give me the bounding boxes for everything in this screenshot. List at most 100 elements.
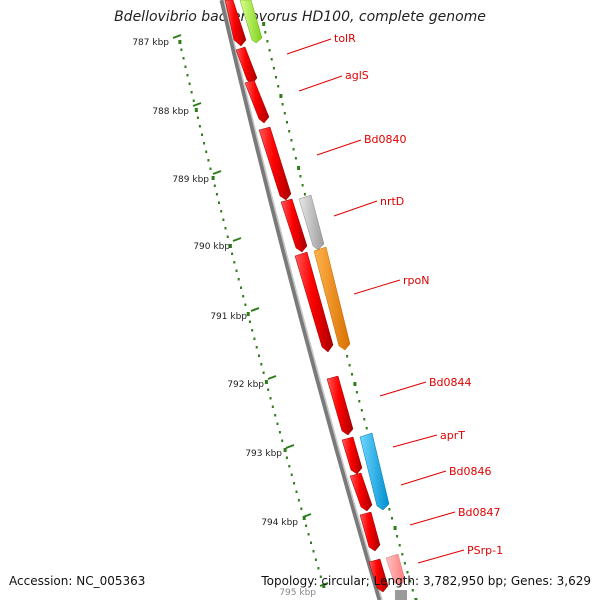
outer-ring-dot [290, 139, 293, 142]
inner-ring-dot [285, 456, 288, 459]
inner-ring-dot [264, 380, 268, 384]
inner-ring-dot [319, 575, 322, 578]
inner-ring-dot [196, 116, 199, 119]
inner-ring-dot [237, 278, 240, 281]
inner-ring-dot [300, 507, 303, 510]
inner-ring-dot [271, 405, 274, 408]
leader-tolR [286, 38, 332, 55]
inner-ring-dot [290, 473, 293, 476]
inner-ring-dot [274, 414, 277, 417]
inner-ring-dot [302, 516, 306, 520]
scale-label-787: 787 kbp [132, 38, 169, 48]
gene-labels: tolR aglS Bd0840 nrtD rpoN Bd0844 aprT B… [286, 32, 503, 564]
outer-ring-dot [299, 175, 302, 178]
gene-feature-nrtD [298, 194, 325, 251]
outer-ring-dot [414, 598, 418, 600]
inner-ring-dot [184, 65, 187, 68]
gene-label-nrtD: nrtD [380, 195, 404, 208]
gene-feature-grey-bottom [395, 590, 407, 600]
scale-label-790: 790 kbp [193, 242, 230, 252]
map-title: Bdellovibrio bacteriovorus HD100, comple… [114, 9, 486, 25]
inner-ring-dot [233, 261, 236, 264]
scale-tick-789 [212, 170, 222, 175]
outer-ring-dot [360, 409, 363, 412]
gene-label-Bd0844: Bd0844 [429, 376, 472, 389]
inner-ring-dot [317, 567, 320, 570]
gene-feature-unlabeled-2 [280, 198, 308, 253]
inner-ring-dot [248, 320, 251, 323]
outer-ring-dot [275, 76, 277, 79]
scale-ticks: 787 kbp 788 kbp 789 kbp 790 kbp 791 kbp … [132, 34, 329, 598]
outer-ring-dot [301, 184, 304, 187]
gene-feature-PSrp-1 [385, 553, 406, 587]
inner-ring-dot [240, 286, 242, 289]
outer-ring-dot [401, 553, 404, 556]
scale-tick-790 [232, 237, 242, 242]
outer-ring-dot [363, 418, 366, 421]
inner-ring-dot [283, 448, 287, 452]
outer-ring-dot [348, 364, 351, 367]
inner-ring-dot [215, 193, 218, 196]
inner-ring-dot [258, 354, 260, 357]
gene-label-tolR: tolR [334, 32, 356, 45]
outer-ring-dot [396, 535, 399, 538]
inner-ring-dot [218, 201, 220, 204]
inner-ring-dot [293, 482, 296, 485]
scale-tick-792 [267, 375, 277, 380]
gene-feature-PSrp-1-red [368, 558, 389, 593]
leader-Bd0847 [409, 511, 456, 526]
inner-ring-dot [310, 541, 312, 544]
scale-tick-794 [302, 513, 312, 518]
inner-ring-dot [322, 584, 326, 588]
outer-ring-dot [272, 67, 275, 70]
inner-ring-dot [190, 91, 193, 94]
gene-label-Bd0840: Bd0840 [364, 133, 407, 146]
outer-ring-dot [406, 571, 409, 574]
gene-feature-tolR [224, 0, 247, 47]
inner-ring-dot [186, 74, 189, 77]
leader-Bd0844 [379, 381, 427, 397]
outer-ring-dot [346, 355, 349, 358]
inner-ring-dot [224, 227, 227, 230]
inner-ring-dot [192, 99, 195, 102]
leader-aprT [392, 434, 438, 448]
gene-label-rpoN: rpoN [403, 274, 429, 287]
scale-label-788: 788 kbp [152, 107, 189, 117]
leader-rpoN [353, 279, 401, 295]
gene-feature-rpoN [313, 246, 351, 351]
outer-ring-dot [286, 121, 288, 124]
inner-tick-ring [178, 40, 326, 588]
outer-ring-dot [292, 148, 295, 151]
inner-ring-dot [253, 337, 256, 340]
outer-ring-dot [268, 49, 271, 52]
inner-ring-dot [312, 550, 315, 553]
scale-tick-788 [192, 102, 202, 107]
gene-label-Bd0846: Bd0846 [449, 465, 492, 478]
scale-label-791: 791 kbp [210, 312, 247, 322]
gene-label-aprT: aprT [440, 429, 465, 442]
inner-ring-dot [288, 465, 291, 468]
inner-ring-dot [207, 159, 210, 162]
outer-ring-dot [355, 391, 358, 394]
inner-ring-dot [231, 252, 234, 255]
outer-ring-dot [409, 580, 412, 583]
inner-ring-dot [203, 142, 206, 145]
inner-ring-dot [242, 295, 245, 298]
gene-feature-Bd0844 [326, 375, 354, 436]
inner-ring-dot [314, 558, 317, 561]
inner-ring-dot [180, 48, 183, 51]
gene-feature-Bd0840 [258, 126, 292, 201]
outer-ring-dot [283, 112, 286, 115]
outer-ring-dot [353, 382, 357, 386]
outer-ring-dot [288, 130, 291, 133]
gene-features-inner [224, 0, 389, 593]
inner-ring-dot [211, 176, 215, 180]
inner-ring-dot [246, 312, 250, 316]
genome-summary-text: Topology: circular; Length: 3,782,950 bp… [261, 574, 591, 588]
inner-ring-dot [255, 346, 258, 349]
leader-nrtD [333, 200, 378, 217]
inner-ring-dot [278, 431, 281, 434]
outer-ring-dot [393, 526, 397, 530]
inner-ring-dot [281, 439, 284, 442]
